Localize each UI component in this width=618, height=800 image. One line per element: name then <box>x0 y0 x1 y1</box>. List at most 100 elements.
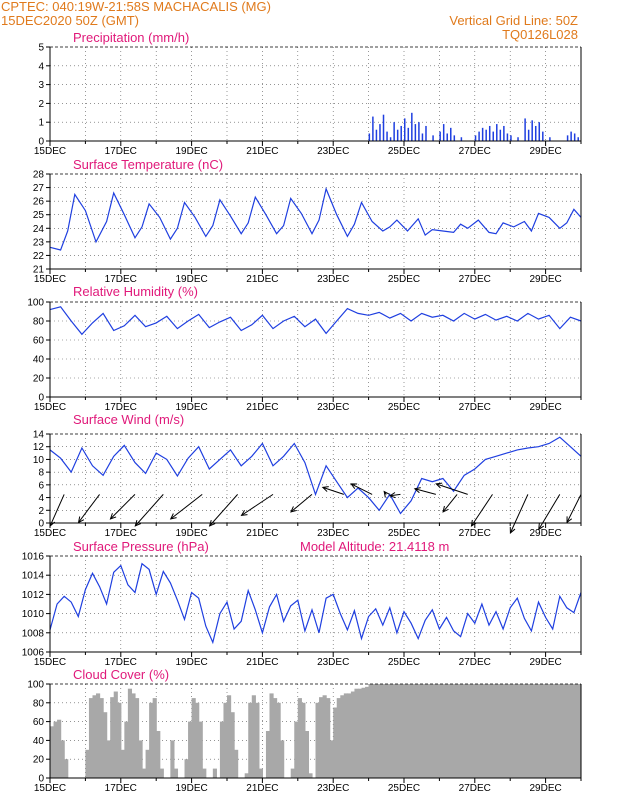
x-tick-label: 21DEC <box>246 402 278 413</box>
cloud-bar <box>354 688 359 778</box>
cloud-bar <box>134 698 140 778</box>
cloud-bar <box>202 768 207 778</box>
y-tick-label: 1012 <box>22 590 45 601</box>
cloud-bar <box>113 691 118 778</box>
cloud-bar <box>319 697 324 778</box>
cloud-bar <box>273 698 278 778</box>
series-line <box>49 186 582 251</box>
wind-arrow <box>49 494 65 527</box>
y-tick-label: 3 <box>38 80 44 91</box>
precip-bar <box>407 127 410 141</box>
x-tick-label: 17DEC <box>105 274 137 285</box>
wind-arrow-head <box>77 516 85 524</box>
cloud-bar <box>223 702 228 778</box>
cloud-bar <box>219 721 225 778</box>
precip-bar <box>453 135 456 141</box>
wind-arrow-head <box>442 505 449 513</box>
precip-bar <box>425 125 427 141</box>
wind-arrow-head <box>240 509 248 517</box>
x-tick-label: 17DEC <box>105 402 137 413</box>
cloud-bar <box>131 693 136 778</box>
precip-bar <box>549 137 551 141</box>
x-tick-label: 15DEC <box>34 402 66 413</box>
x-tick-label: 29DEC <box>529 783 561 794</box>
y-tick-label: 14 <box>33 430 45 441</box>
x-tick-label: 23DEC <box>317 402 349 413</box>
cloud-bar <box>357 688 363 778</box>
panel-title: Cloud Cover (%) <box>73 667 169 682</box>
precip-bar <box>404 118 406 141</box>
cloud-bar <box>64 759 69 778</box>
wind-arrow-head <box>109 513 117 520</box>
y-tick-label: 24 <box>33 224 45 235</box>
wind-arrow <box>290 494 313 513</box>
y-tick-label: 23 <box>33 237 45 248</box>
precip-bar <box>499 129 502 141</box>
cloud-bar <box>265 731 271 778</box>
wind-arrow-head <box>509 526 516 534</box>
y-tick-label: 4 <box>38 61 44 72</box>
cloud-bar <box>184 759 189 778</box>
y-tick-label: 1016 <box>22 552 45 563</box>
x-tick-label: 17DEC <box>105 146 137 157</box>
y-tick-label: 27 <box>33 183 45 194</box>
cloud-bar <box>142 768 147 778</box>
y-tick-label: 6 <box>38 480 44 491</box>
y-tick-label: 12 <box>33 442 45 453</box>
cloud-bar <box>315 702 320 778</box>
cloud-bar <box>149 702 154 778</box>
wind-arrow <box>209 494 238 527</box>
precip-bar <box>389 137 392 141</box>
precip-bar <box>531 120 533 141</box>
cloud-bar <box>170 740 175 778</box>
precip-bar <box>368 133 371 141</box>
y-tick-label: 10 <box>33 455 45 466</box>
cloud-bar <box>255 702 260 778</box>
x-tick-label: 19DEC <box>175 657 207 668</box>
x-tick-label: 23DEC <box>317 146 349 157</box>
cloud-bar <box>322 695 327 778</box>
cloud-bar <box>276 702 281 778</box>
cloud-bar <box>301 702 306 778</box>
wind-arrow-head <box>388 492 396 499</box>
precip-bar <box>442 124 445 141</box>
wind-arrow <box>170 493 203 520</box>
cloud-bar <box>297 698 302 778</box>
wind-arrow <box>442 494 458 513</box>
wind-arrow-head <box>169 513 177 520</box>
y-tick-label: 2 <box>38 99 44 110</box>
cloud-bar <box>106 740 111 778</box>
x-tick-label: 19DEC <box>175 146 207 157</box>
precip-bar <box>517 137 519 141</box>
cloud-bar <box>347 693 352 778</box>
precip-bar <box>432 135 434 141</box>
wind-arrow-head <box>350 483 358 489</box>
series-line <box>49 306 582 336</box>
x-tick-label: 19DEC <box>175 528 207 539</box>
cloud-bar <box>333 707 338 778</box>
header-grid-line: Vertical Grid Line: 50Z <box>449 13 578 28</box>
y-tick-label: 2 <box>38 506 44 517</box>
cloud-bar <box>124 721 129 778</box>
wind-arrow-head <box>208 519 216 527</box>
x-tick-label: 27DEC <box>459 657 491 668</box>
x-tick-label: 21DEC <box>246 146 278 157</box>
cloud-bar <box>198 721 203 778</box>
precip-bar <box>496 124 498 141</box>
y-tick-label: 60 <box>33 717 45 728</box>
cloud-bar <box>103 712 108 778</box>
cloud-bar <box>350 691 356 778</box>
cloud-bar <box>145 749 150 778</box>
model-altitude-label: Model Altitude: 21.4118 m <box>300 539 449 554</box>
y-tick-label: 1006 <box>22 648 45 659</box>
x-tick-label: 25DEC <box>388 528 420 539</box>
x-tick-label: 25DEC <box>388 402 420 413</box>
x-tick-label: 29DEC <box>529 402 561 413</box>
y-tick-label: 8 <box>38 468 44 479</box>
x-tick-label: 15DEC <box>34 146 66 157</box>
precip-bar <box>485 129 487 141</box>
y-tick-label: 40 <box>33 355 45 366</box>
precip-bar <box>527 129 530 141</box>
precip-bar <box>382 114 385 141</box>
